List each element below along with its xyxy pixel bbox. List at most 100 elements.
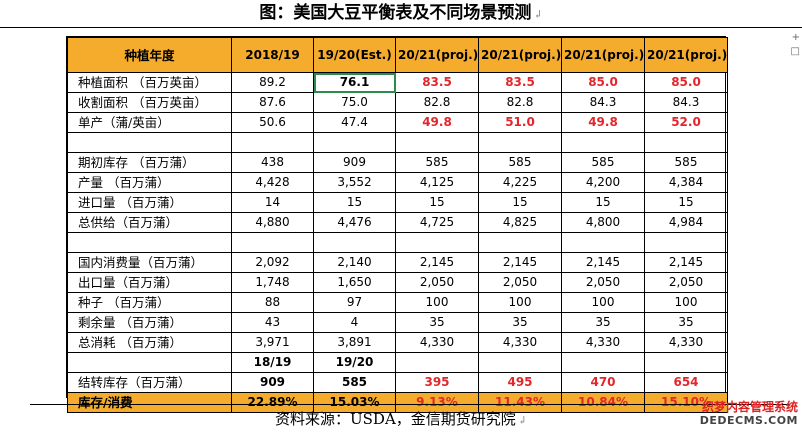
value-cell[interactable]: 15 (478, 192, 562, 213)
value-cell[interactable]: 4,384 (644, 172, 728, 193)
value-cell[interactable]: 52.0 (644, 112, 728, 133)
row-label-cell[interactable]: 种植面积 （百万英亩） (67, 72, 232, 93)
value-cell[interactable]: 35 (644, 312, 728, 333)
value-cell[interactable]: 82.8 (478, 92, 562, 113)
value-cell[interactable]: 585 (395, 152, 479, 173)
value-cell[interactable]: 97 (313, 292, 396, 313)
value-cell[interactable]: 100 (644, 292, 728, 313)
value-cell[interactable]: 4,125 (395, 172, 479, 193)
value-cell[interactable]: 84.3 (644, 92, 728, 113)
value-cell[interactable]: 9.13% (395, 392, 479, 413)
value-cell[interactable]: 100 (561, 292, 645, 313)
value-cell[interactable]: 18/19 (231, 352, 314, 373)
value-cell[interactable]: 585 (561, 152, 645, 173)
value-cell[interactable]: 2,145 (395, 252, 479, 273)
value-cell[interactable]: 14 (231, 192, 314, 213)
value-cell[interactable]: 470 (561, 372, 645, 393)
value-cell[interactable]: 2,050 (478, 272, 562, 293)
value-cell[interactable]: 84.3 (561, 92, 645, 113)
row-label-cell[interactable]: 剩余量 （百万蒲） (67, 312, 232, 333)
value-cell[interactable] (231, 132, 314, 153)
value-cell[interactable] (313, 232, 396, 253)
value-cell[interactable]: 100 (478, 292, 562, 313)
value-cell[interactable]: 4,200 (561, 172, 645, 193)
value-cell[interactable]: 395 (395, 372, 479, 393)
value-cell[interactable]: 35 (478, 312, 562, 333)
value-cell[interactable]: 83.5 (395, 72, 479, 93)
row-label-cell[interactable]: 产量 （百万蒲） (67, 172, 232, 193)
row-label-cell[interactable] (67, 352, 232, 373)
value-cell[interactable]: 4,984 (644, 212, 728, 233)
value-cell[interactable] (478, 232, 562, 253)
row-label-cell[interactable]: 单产（蒲/英亩） (67, 112, 232, 133)
value-cell[interactable]: 49.8 (395, 112, 479, 133)
value-cell[interactable]: 585 (644, 152, 728, 173)
row-label-cell[interactable]: 结转库存（百万蒲） (67, 372, 232, 393)
value-cell[interactable]: 87.6 (231, 92, 314, 113)
value-cell[interactable]: 88 (231, 292, 314, 313)
row-label-cell[interactable]: 出口量（百万蒲） (67, 272, 232, 293)
value-cell[interactable] (395, 232, 479, 253)
value-cell[interactable]: 4,330 (478, 332, 562, 353)
value-cell[interactable]: 585 (313, 372, 396, 393)
value-cell[interactable] (561, 132, 645, 153)
value-cell[interactable]: 11.43% (478, 392, 562, 413)
value-cell[interactable]: 15 (313, 192, 396, 213)
value-cell[interactable]: 2,145 (644, 252, 728, 273)
value-cell[interactable]: 909 (313, 152, 396, 173)
value-cell[interactable]: 4,880 (231, 212, 314, 233)
row-label-cell[interactable]: 国内消费量（百万蒲） (67, 252, 232, 273)
value-cell[interactable]: 15.10% (644, 392, 728, 413)
value-cell[interactable]: 15.03% (313, 392, 396, 413)
value-cell[interactable]: 4 (313, 312, 396, 333)
value-cell[interactable]: 85.0 (561, 72, 645, 93)
value-cell[interactable]: 49.8 (561, 112, 645, 133)
value-cell[interactable]: 1,748 (231, 272, 314, 293)
value-cell[interactable] (644, 232, 728, 253)
value-cell[interactable]: 495 (478, 372, 562, 393)
value-cell[interactable]: 2,050 (395, 272, 479, 293)
value-cell[interactable]: 4,225 (478, 172, 562, 193)
value-cell[interactable]: 100 (395, 292, 479, 313)
value-cell[interactable] (478, 132, 562, 153)
value-cell[interactable] (395, 132, 479, 153)
value-cell[interactable]: 2,145 (561, 252, 645, 273)
value-cell[interactable]: 75.0 (313, 92, 396, 113)
value-cell[interactable]: 909 (231, 372, 314, 393)
value-cell[interactable] (478, 352, 562, 373)
row-label-cell[interactable] (67, 132, 232, 153)
value-cell[interactable]: 43 (231, 312, 314, 333)
value-cell[interactable]: 4,330 (395, 332, 479, 353)
value-cell[interactable]: 1,650 (313, 272, 396, 293)
row-label-cell[interactable] (67, 232, 232, 253)
value-cell[interactable]: 2,050 (644, 272, 728, 293)
value-cell[interactable]: 3,891 (313, 332, 396, 353)
value-cell[interactable]: 438 (231, 152, 314, 173)
value-cell[interactable]: 35 (395, 312, 479, 333)
value-cell[interactable]: 3,971 (231, 332, 314, 353)
value-cell[interactable]: 47.4 (313, 112, 396, 133)
row-label-cell[interactable]: 总消耗 （百万蒲） (67, 332, 232, 353)
value-cell[interactable] (561, 232, 645, 253)
value-cell[interactable]: 22.89% (231, 392, 314, 413)
value-cell[interactable]: 585 (478, 152, 562, 173)
value-cell[interactable]: 4,330 (644, 332, 728, 353)
value-cell[interactable]: 15 (561, 192, 645, 213)
row-label-cell[interactable]: 进口量 （百万蒲） (67, 192, 232, 213)
value-cell[interactable]: 654 (644, 372, 728, 393)
value-cell[interactable]: 2,145 (478, 252, 562, 273)
value-cell[interactable]: 89.2 (231, 72, 314, 93)
value-cell[interactable] (395, 352, 479, 373)
value-cell[interactable]: 15 (395, 192, 479, 213)
value-cell[interactable]: 2,140 (313, 252, 396, 273)
value-cell[interactable]: 4,825 (478, 212, 562, 233)
value-cell[interactable]: 19/20 (313, 352, 396, 373)
value-cell[interactable]: 2,050 (561, 272, 645, 293)
value-cell[interactable] (644, 132, 728, 153)
value-cell[interactable]: 35 (561, 312, 645, 333)
row-label-cell[interactable]: 库存/消费 (67, 392, 232, 413)
value-cell[interactable] (231, 232, 314, 253)
value-cell[interactable] (313, 132, 396, 153)
row-label-cell[interactable]: 总供给（百万蒲） (67, 212, 232, 233)
value-cell[interactable]: 4,725 (395, 212, 479, 233)
